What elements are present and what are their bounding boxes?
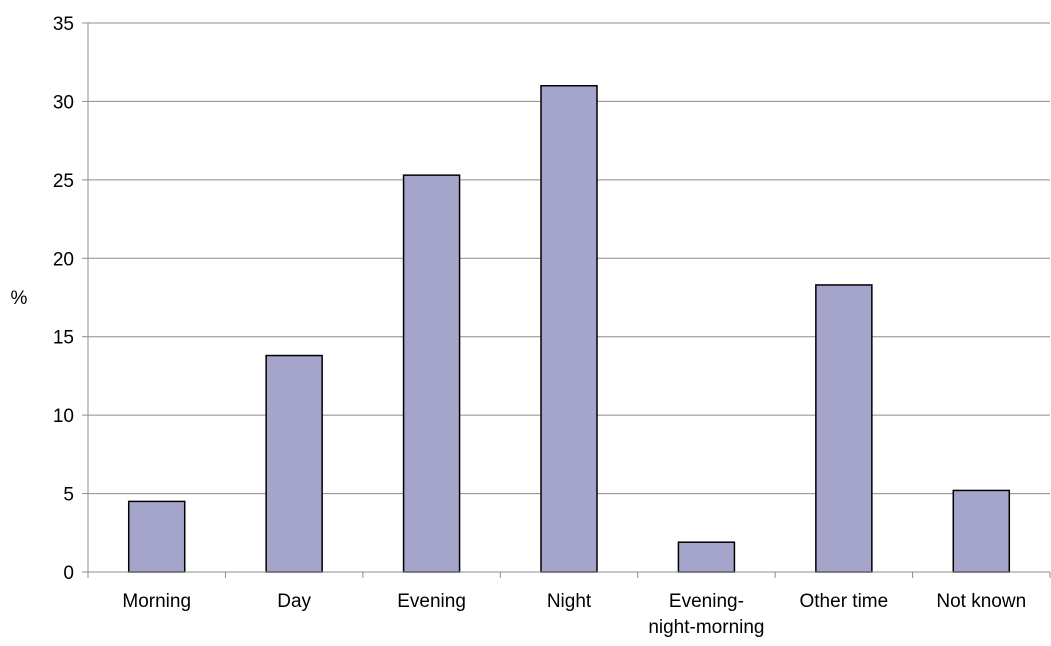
y-tick-label: 10 bbox=[53, 406, 74, 427]
bar bbox=[540, 84, 598, 573]
x-category-label-line: Not known bbox=[936, 591, 1026, 612]
y-tick-label: 20 bbox=[53, 249, 74, 270]
y-tick-label: 25 bbox=[53, 171, 74, 192]
bar bbox=[815, 284, 873, 573]
y-tick-label: 5 bbox=[63, 485, 74, 506]
x-category-label-line: Other time bbox=[800, 591, 889, 612]
axes bbox=[82, 22, 1051, 578]
x-category-label: Night bbox=[547, 591, 592, 612]
x-category-label-line: Morning bbox=[122, 591, 191, 612]
x-category-label-line: night-morning bbox=[648, 617, 764, 638]
x-category-label: Evening bbox=[397, 591, 466, 612]
x-category-label: Day bbox=[277, 591, 311, 612]
bar bbox=[952, 489, 1011, 573]
bar bbox=[127, 500, 186, 573]
y-tick-label: 15 bbox=[53, 328, 74, 349]
category-labels: Morning Day Evening Night Evening-night-morn… bbox=[122, 591, 1026, 638]
y-tick-label: 0 bbox=[63, 563, 74, 584]
y-tick-labels: 0 5 10 15 20 25 30 35 bbox=[53, 14, 74, 584]
x-category-label-line: Evening bbox=[397, 591, 466, 612]
bar bbox=[265, 354, 323, 573]
y-axis-label: % bbox=[11, 288, 28, 309]
x-category-label: Evening-night-morning bbox=[648, 591, 764, 638]
x-category-label: Other time bbox=[800, 591, 889, 612]
bar bbox=[402, 174, 461, 573]
x-category-label: Not known bbox=[936, 591, 1026, 612]
bars bbox=[127, 84, 1011, 573]
x-category-label-line: Day bbox=[277, 591, 311, 612]
y-tick-label: 35 bbox=[53, 14, 74, 35]
x-category-label-line: Night bbox=[547, 591, 592, 612]
x-category-label-line: Evening- bbox=[669, 591, 744, 612]
y-tick-label: 30 bbox=[53, 92, 74, 113]
x-category-label: Morning bbox=[122, 591, 191, 612]
bar bbox=[677, 541, 736, 573]
